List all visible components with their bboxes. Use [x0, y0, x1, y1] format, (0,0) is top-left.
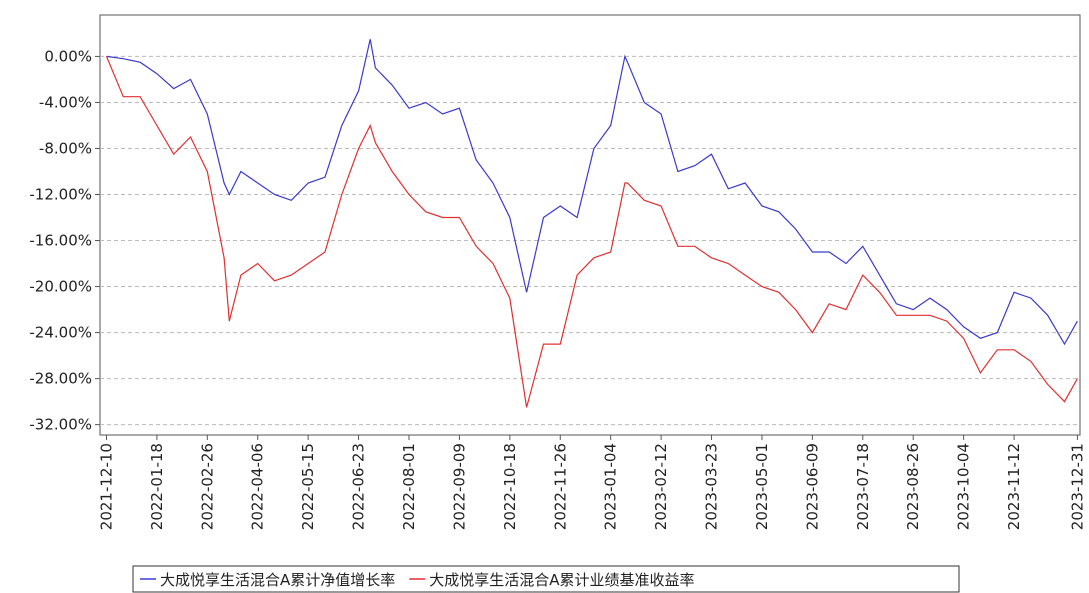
x-tick-label: 2022-09-09 — [450, 443, 468, 530]
x-tick-label: 2022-10-18 — [501, 443, 519, 530]
x-tick-label: 2022-04-06 — [249, 443, 267, 530]
x-tick-label: 2023-08-26 — [904, 443, 922, 530]
y-tick-label: -16.00% — [29, 232, 92, 250]
legend-label: 大成悦享生活混合A累计业绩基准收益率 — [429, 571, 694, 589]
x-tick-label: 2023-03-23 — [703, 443, 721, 530]
plot-frame — [99, 14, 1081, 436]
x-tick-label: 2021-12-10 — [97, 443, 115, 530]
line-series — [105, 56, 1078, 408]
x-tick-label: 2023-10-04 — [955, 443, 973, 530]
x-tick-label: 2022-08-01 — [400, 443, 418, 530]
x-tick-label: 2022-05-15 — [299, 443, 317, 530]
x-tick-label: 2022-01-18 — [148, 443, 166, 530]
y-tick-label: -20.00% — [29, 278, 92, 296]
x-tick-label: 2023-11-12 — [1005, 443, 1023, 530]
x-tick-label: 2023-02-12 — [652, 443, 670, 530]
y-tick-label: -24.00% — [29, 324, 92, 342]
y-tick-label: -32.00% — [29, 416, 92, 434]
legend-label: 大成悦享生活混合A累计净值增长率 — [160, 571, 395, 589]
y-tick-label: -8.00% — [39, 139, 92, 157]
y-tick-label: -12.00% — [29, 186, 92, 204]
line-series — [106, 39, 1078, 346]
y-tick-label: 0.00% — [44, 47, 92, 65]
x-tick-label: 2022-11-26 — [551, 443, 569, 530]
y-tick-label: -4.00% — [39, 93, 92, 111]
x-tick-label: 2023-06-09 — [803, 443, 821, 530]
x-tick-label: 2022-06-23 — [350, 443, 368, 530]
x-tick-label: 2023-05-01 — [753, 443, 771, 530]
y-tick-label: -28.00% — [29, 370, 92, 388]
x-tick-label: 2022-02-26 — [198, 443, 216, 530]
legend-box — [132, 565, 960, 593]
x-tick-label: 2023-01-04 — [602, 443, 620, 530]
x-tick-label: 2023-12-31 — [1068, 443, 1086, 530]
x-tick-label: 2023-07-18 — [854, 443, 872, 530]
